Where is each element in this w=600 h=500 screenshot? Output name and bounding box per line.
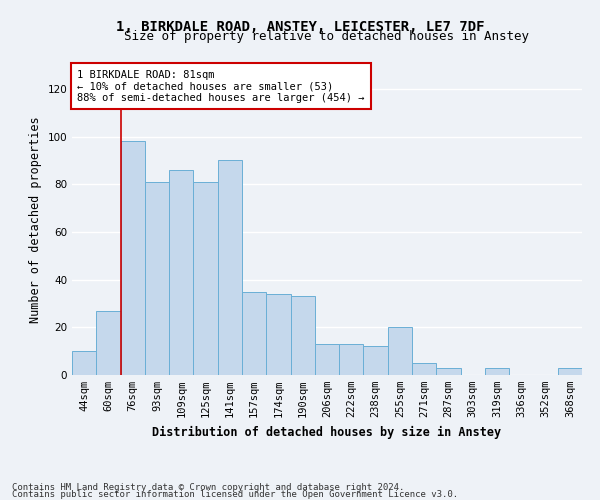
Y-axis label: Number of detached properties: Number of detached properties (29, 116, 42, 324)
Bar (339, 344, 364, 375)
Bar (315, 344, 339, 375)
Text: Contains public sector information licensed under the Open Government Licence v3: Contains public sector information licen… (12, 490, 458, 499)
Bar (485, 368, 509, 375)
X-axis label: Distribution of detached houses by size in Anstey: Distribution of detached houses by size … (152, 426, 502, 439)
Bar (436, 368, 461, 375)
Bar (290, 296, 315, 375)
Bar (218, 160, 242, 375)
Bar (412, 363, 436, 375)
Bar (96, 310, 121, 375)
Bar (169, 170, 193, 375)
Bar (145, 182, 169, 375)
Bar (558, 368, 582, 375)
Bar (193, 182, 218, 375)
Title: Size of property relative to detached houses in Anstey: Size of property relative to detached ho… (125, 30, 530, 43)
Bar (364, 346, 388, 375)
Bar (121, 142, 145, 375)
Bar (266, 294, 290, 375)
Text: 1 BIRKDALE ROAD: 81sqm
← 10% of detached houses are smaller (53)
88% of semi-det: 1 BIRKDALE ROAD: 81sqm ← 10% of detached… (77, 70, 365, 103)
Bar (388, 328, 412, 375)
Text: Contains HM Land Registry data © Crown copyright and database right 2024.: Contains HM Land Registry data © Crown c… (12, 484, 404, 492)
Text: 1, BIRKDALE ROAD, ANSTEY, LEICESTER, LE7 7DF: 1, BIRKDALE ROAD, ANSTEY, LEICESTER, LE7… (116, 20, 484, 34)
Bar (242, 292, 266, 375)
Bar (72, 351, 96, 375)
